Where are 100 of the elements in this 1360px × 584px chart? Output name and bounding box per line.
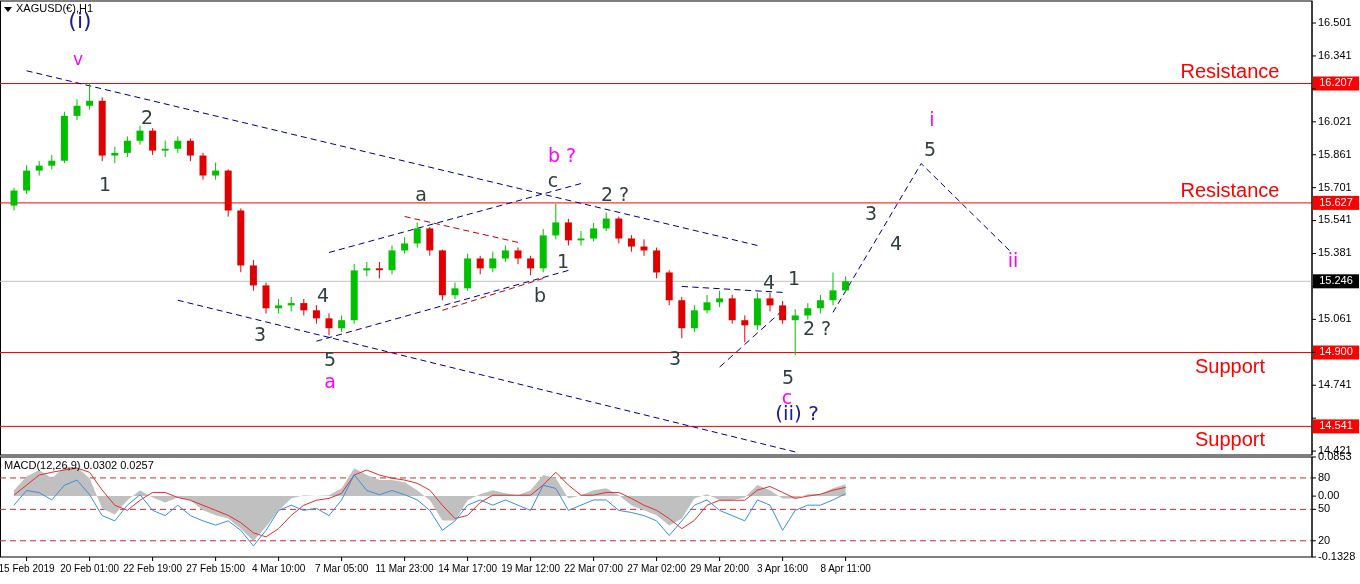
candlestick [564,218,572,246]
candlestick [312,304,320,325]
candlestick [73,98,81,121]
candlestick [476,255,484,275]
annotation: a [324,369,336,392]
y-tick-label: 16.021 [1318,114,1352,127]
x-tick-label: 22 Mar 07:00 [564,563,624,574]
x-tick-label: 3 Apr 16:00 [757,563,809,574]
candlestick [779,300,787,325]
y-tick-label: 14.541 [1319,419,1353,432]
ref-line-label: Resistance [1180,178,1280,201]
x-tick-label: 4 Mar 10:00 [251,563,306,574]
candlestick [514,247,522,265]
x-tick-label: 29 Mar 20:00 [690,563,750,574]
annotation: b [533,283,547,306]
y-tick-label: 0.00 [1318,489,1340,502]
candlestick [741,314,749,343]
annotation: 3 [253,322,267,345]
candlestick [262,282,270,314]
y-tick-label: -0.1328 [1318,549,1356,562]
y-tick-label: 15.061 [1318,312,1352,325]
candlestick [791,308,799,356]
y-tick-label: 15.701 [1318,180,1352,193]
annotation: 1 [556,249,570,272]
candlestick [489,251,497,273]
chart-title: MACD(12,26,9) 0.0302 0.0257 [4,459,154,471]
y-tick-label: 16.207 [1319,76,1353,89]
candlestick [552,203,560,240]
candlestick [829,271,837,306]
annotation: 3 [668,346,682,369]
candlestick [577,230,585,246]
candlestick [426,226,434,257]
y-tick-label: 15.541 [1318,213,1352,226]
candlestick [186,137,194,162]
y-tick-label: 15.246 [1319,274,1353,287]
annotation: 2 ? [802,316,832,339]
y-tick-label: 15.381 [1318,246,1352,259]
candlestick [10,187,18,212]
x-tick-label: 20 Feb 01:00 [60,563,120,574]
y-tick-label: 16.341 [1318,48,1352,61]
annotation: v [72,49,84,69]
candlestick [123,135,131,158]
candlestick [136,125,144,146]
y-tick-label: 14.900 [1319,345,1353,358]
candlestick [23,164,31,195]
x-tick-label: 19 Mar 12:00 [501,563,561,574]
candlestick [451,282,459,300]
annotation: 5 [781,365,795,388]
y2-tick-label: 20 [1318,533,1331,546]
y-tick-label: 15.627 [1319,195,1353,208]
annotation: 4 [762,270,776,293]
line-series [13,474,847,547]
candlestick [728,294,736,325]
candlestick [602,212,610,232]
candlestick [766,292,774,312]
annotation: 5 [923,137,937,160]
annotation: 2 ? [600,182,630,205]
x-tick-label: 14 Mar 17:00 [438,563,498,574]
x-tick-label: 27 Mar 02:00 [627,563,687,574]
candlestick [325,312,333,336]
x-tick-label: 27 Feb 15:00 [186,563,246,574]
annotation: 2 [140,105,154,128]
candlestick [149,127,157,156]
x-tick-label: 22 Feb 19:00 [123,563,183,574]
x-tick-label: 11 Mar 23:00 [375,563,435,574]
candlestick [527,255,535,276]
chart-title: XAGUSD(€),H1 [16,2,94,14]
ref-line-label: Resistance [1180,59,1280,82]
candlestick [249,259,257,292]
annotation: b ? [547,143,577,166]
annotation: 1 [98,172,112,195]
annotation: 3 [864,201,878,224]
annotation: 4 [316,283,330,306]
candlestick [615,216,623,244]
ref-line-label: Support [1194,428,1266,451]
candlestick [690,304,698,333]
y2-tick-label: 50 [1318,502,1331,515]
annotation: 5 [323,347,337,370]
x-tick-label: 15 Feb 2019 [0,563,56,574]
annotation: c [547,168,559,191]
annotation: i [929,107,935,130]
ref-line-label: Support [1194,354,1266,377]
candlestick [590,222,598,242]
y-tick-label: 16.501 [1318,15,1352,28]
y-tick-label: 14.741 [1318,378,1352,391]
candlestick [388,244,396,275]
annotation: ii [1007,248,1019,271]
candlestick [413,221,421,249]
candlestick [816,294,824,314]
candlestick [86,82,94,111]
y-tick-label: 15.861 [1318,147,1352,160]
x-tick-label: 7 Mar 05:00 [314,563,369,574]
annotation: 4 [889,231,903,254]
candlestick [703,294,711,314]
annotation: a [415,182,427,205]
annotation: 1 [787,266,801,289]
y2-tick-label: 80 [1318,470,1331,483]
candlestick [653,247,661,279]
candlestick [199,152,207,181]
x-tick-label: 8 Apr 11:00 [820,563,872,574]
